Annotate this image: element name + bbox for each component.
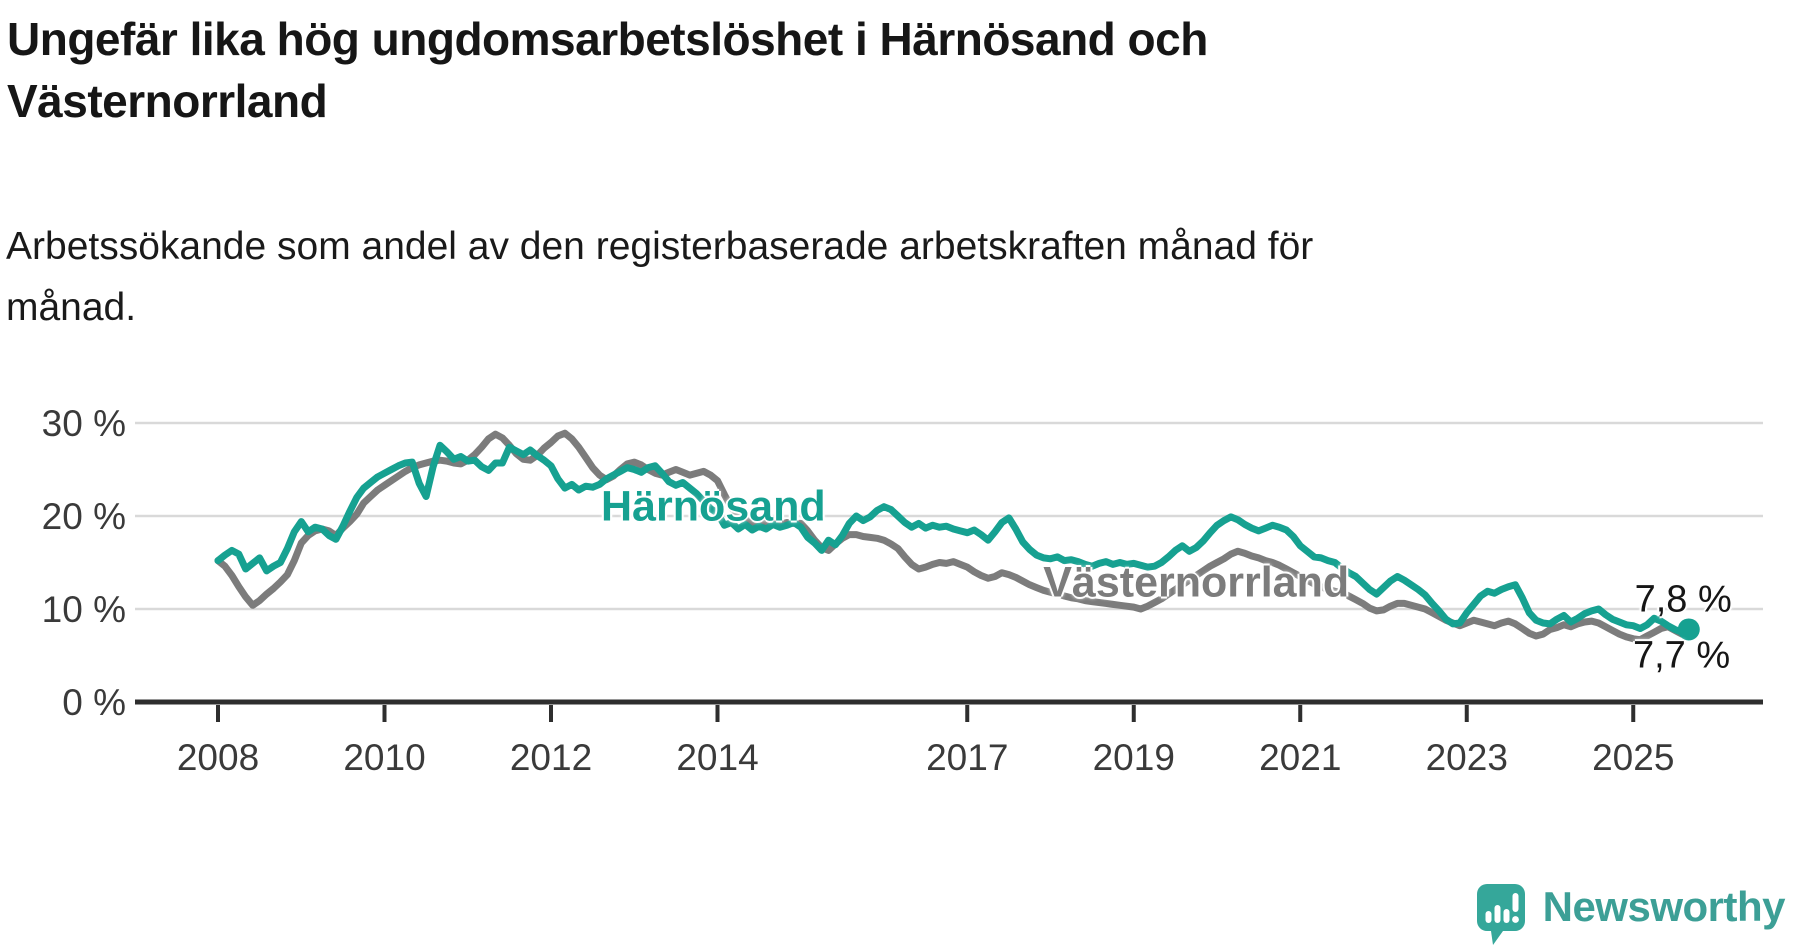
chart-title: Ungefär lika hög ungdomsarbetslöshet i H… — [7, 8, 1727, 132]
x-axis-label-2025: 2025 — [1592, 737, 1674, 778]
y-axis-label-0: 0 % — [62, 682, 126, 723]
y-axis-label-30: 30 % — [42, 403, 126, 444]
chart-subtitle: Arbetssökande som andel av den registerb… — [6, 216, 1506, 338]
newsworthy-logo-icon — [1476, 884, 1525, 951]
series-end-dot — [1677, 618, 1700, 641]
chart-subtitle-line-1: Arbetssökande som andel av den registerb… — [6, 225, 1314, 268]
x-axis-label-2014: 2014 — [676, 737, 758, 778]
newsworthy-brand-text: Newsworthy — [1542, 883, 1786, 930]
x-axis-label-2017: 2017 — [926, 737, 1008, 778]
x-axis-label-2008: 2008 — [177, 737, 259, 778]
chart-title-line-2: Västernorrland — [7, 75, 328, 127]
x-axis-label-2010: 2010 — [343, 737, 425, 778]
x-axis-label-2019: 2019 — [1093, 737, 1175, 778]
chart-subtitle-line-2: månad. — [6, 286, 137, 329]
x-axis-label-2012: 2012 — [510, 737, 592, 778]
chart-title-line-1: Ungefär lika hög ungdomsarbetslöshet i H… — [7, 13, 1208, 65]
y-axis-label-10: 10 % — [42, 589, 126, 630]
y-axis-label-20: 20 % — [42, 496, 126, 537]
newsworthy-logo[interactable]: Newsworthy — [1476, 883, 1786, 951]
x-axis-label-2023: 2023 — [1426, 737, 1508, 778]
x-axis-label-2021: 2021 — [1259, 737, 1341, 778]
series-line-härnösand — [214, 441, 1693, 636]
